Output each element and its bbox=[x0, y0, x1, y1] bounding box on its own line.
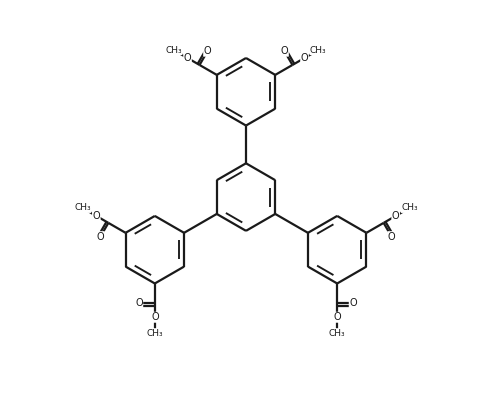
Text: O: O bbox=[334, 312, 341, 322]
Text: CH₃: CH₃ bbox=[401, 204, 418, 213]
Text: O: O bbox=[151, 312, 158, 322]
Text: CH₃: CH₃ bbox=[165, 46, 182, 54]
Text: O: O bbox=[349, 298, 357, 308]
Text: O: O bbox=[301, 53, 308, 63]
Text: CH₃: CH₃ bbox=[310, 46, 327, 54]
Text: CH₃: CH₃ bbox=[329, 329, 345, 338]
Text: O: O bbox=[184, 53, 191, 63]
Text: O: O bbox=[96, 232, 104, 242]
Text: CH₃: CH₃ bbox=[74, 204, 91, 213]
Text: O: O bbox=[388, 232, 396, 242]
Text: O: O bbox=[135, 298, 143, 308]
Text: O: O bbox=[204, 46, 211, 56]
Text: O: O bbox=[92, 211, 100, 221]
Text: O: O bbox=[281, 46, 288, 56]
Text: CH₃: CH₃ bbox=[147, 329, 163, 338]
Text: O: O bbox=[392, 211, 400, 221]
